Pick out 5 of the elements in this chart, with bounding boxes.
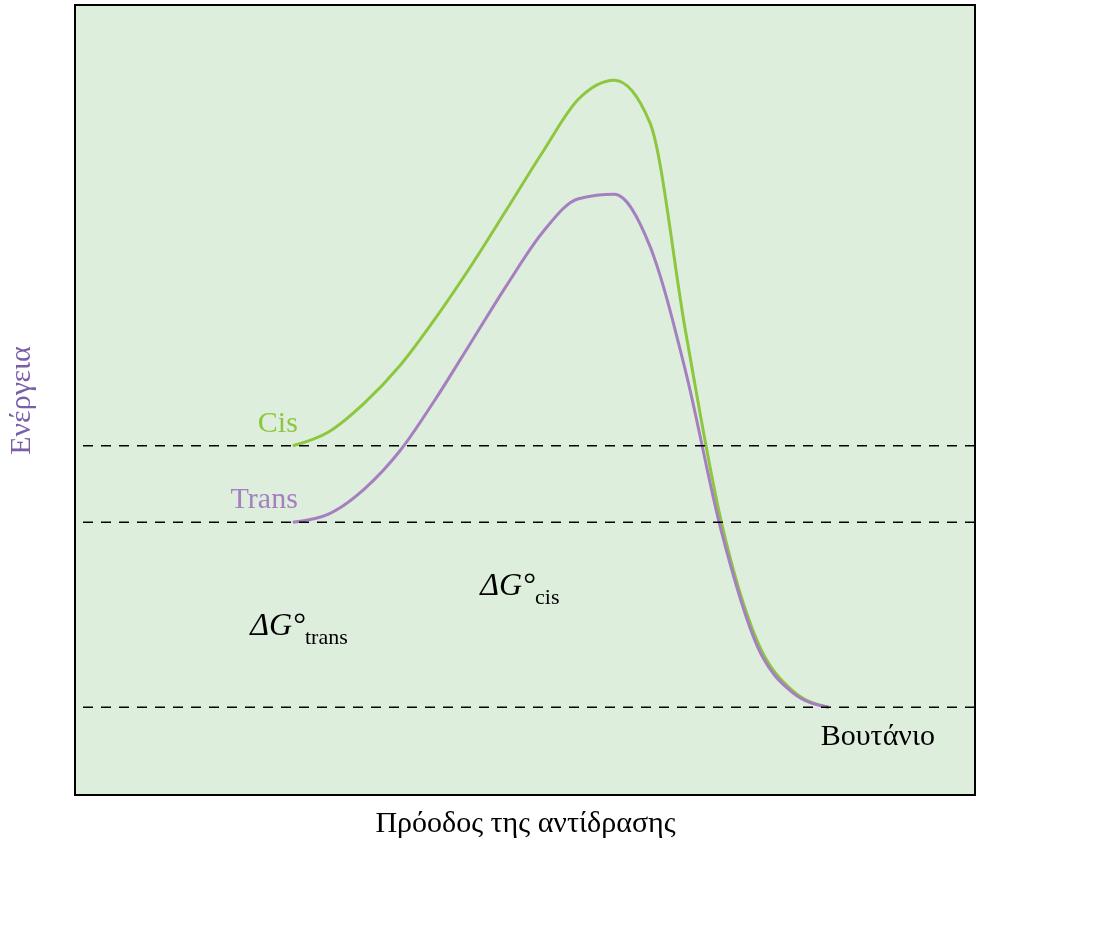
ref-line-label: Βουτάνιο bbox=[820, 718, 935, 752]
series-label: Cis bbox=[257, 404, 298, 438]
y-axis-title: Ενέργεια bbox=[2, 345, 36, 455]
x-axis-title: Πρόοδος της αντίδρασης bbox=[375, 804, 676, 838]
series-label: Trans bbox=[230, 481, 298, 515]
